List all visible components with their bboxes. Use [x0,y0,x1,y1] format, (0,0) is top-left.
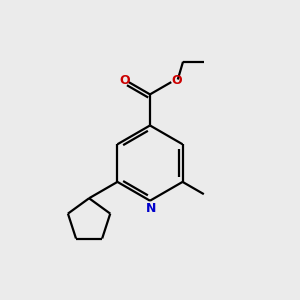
Text: N: N [146,202,156,215]
Text: O: O [119,74,130,87]
Text: O: O [171,74,182,87]
